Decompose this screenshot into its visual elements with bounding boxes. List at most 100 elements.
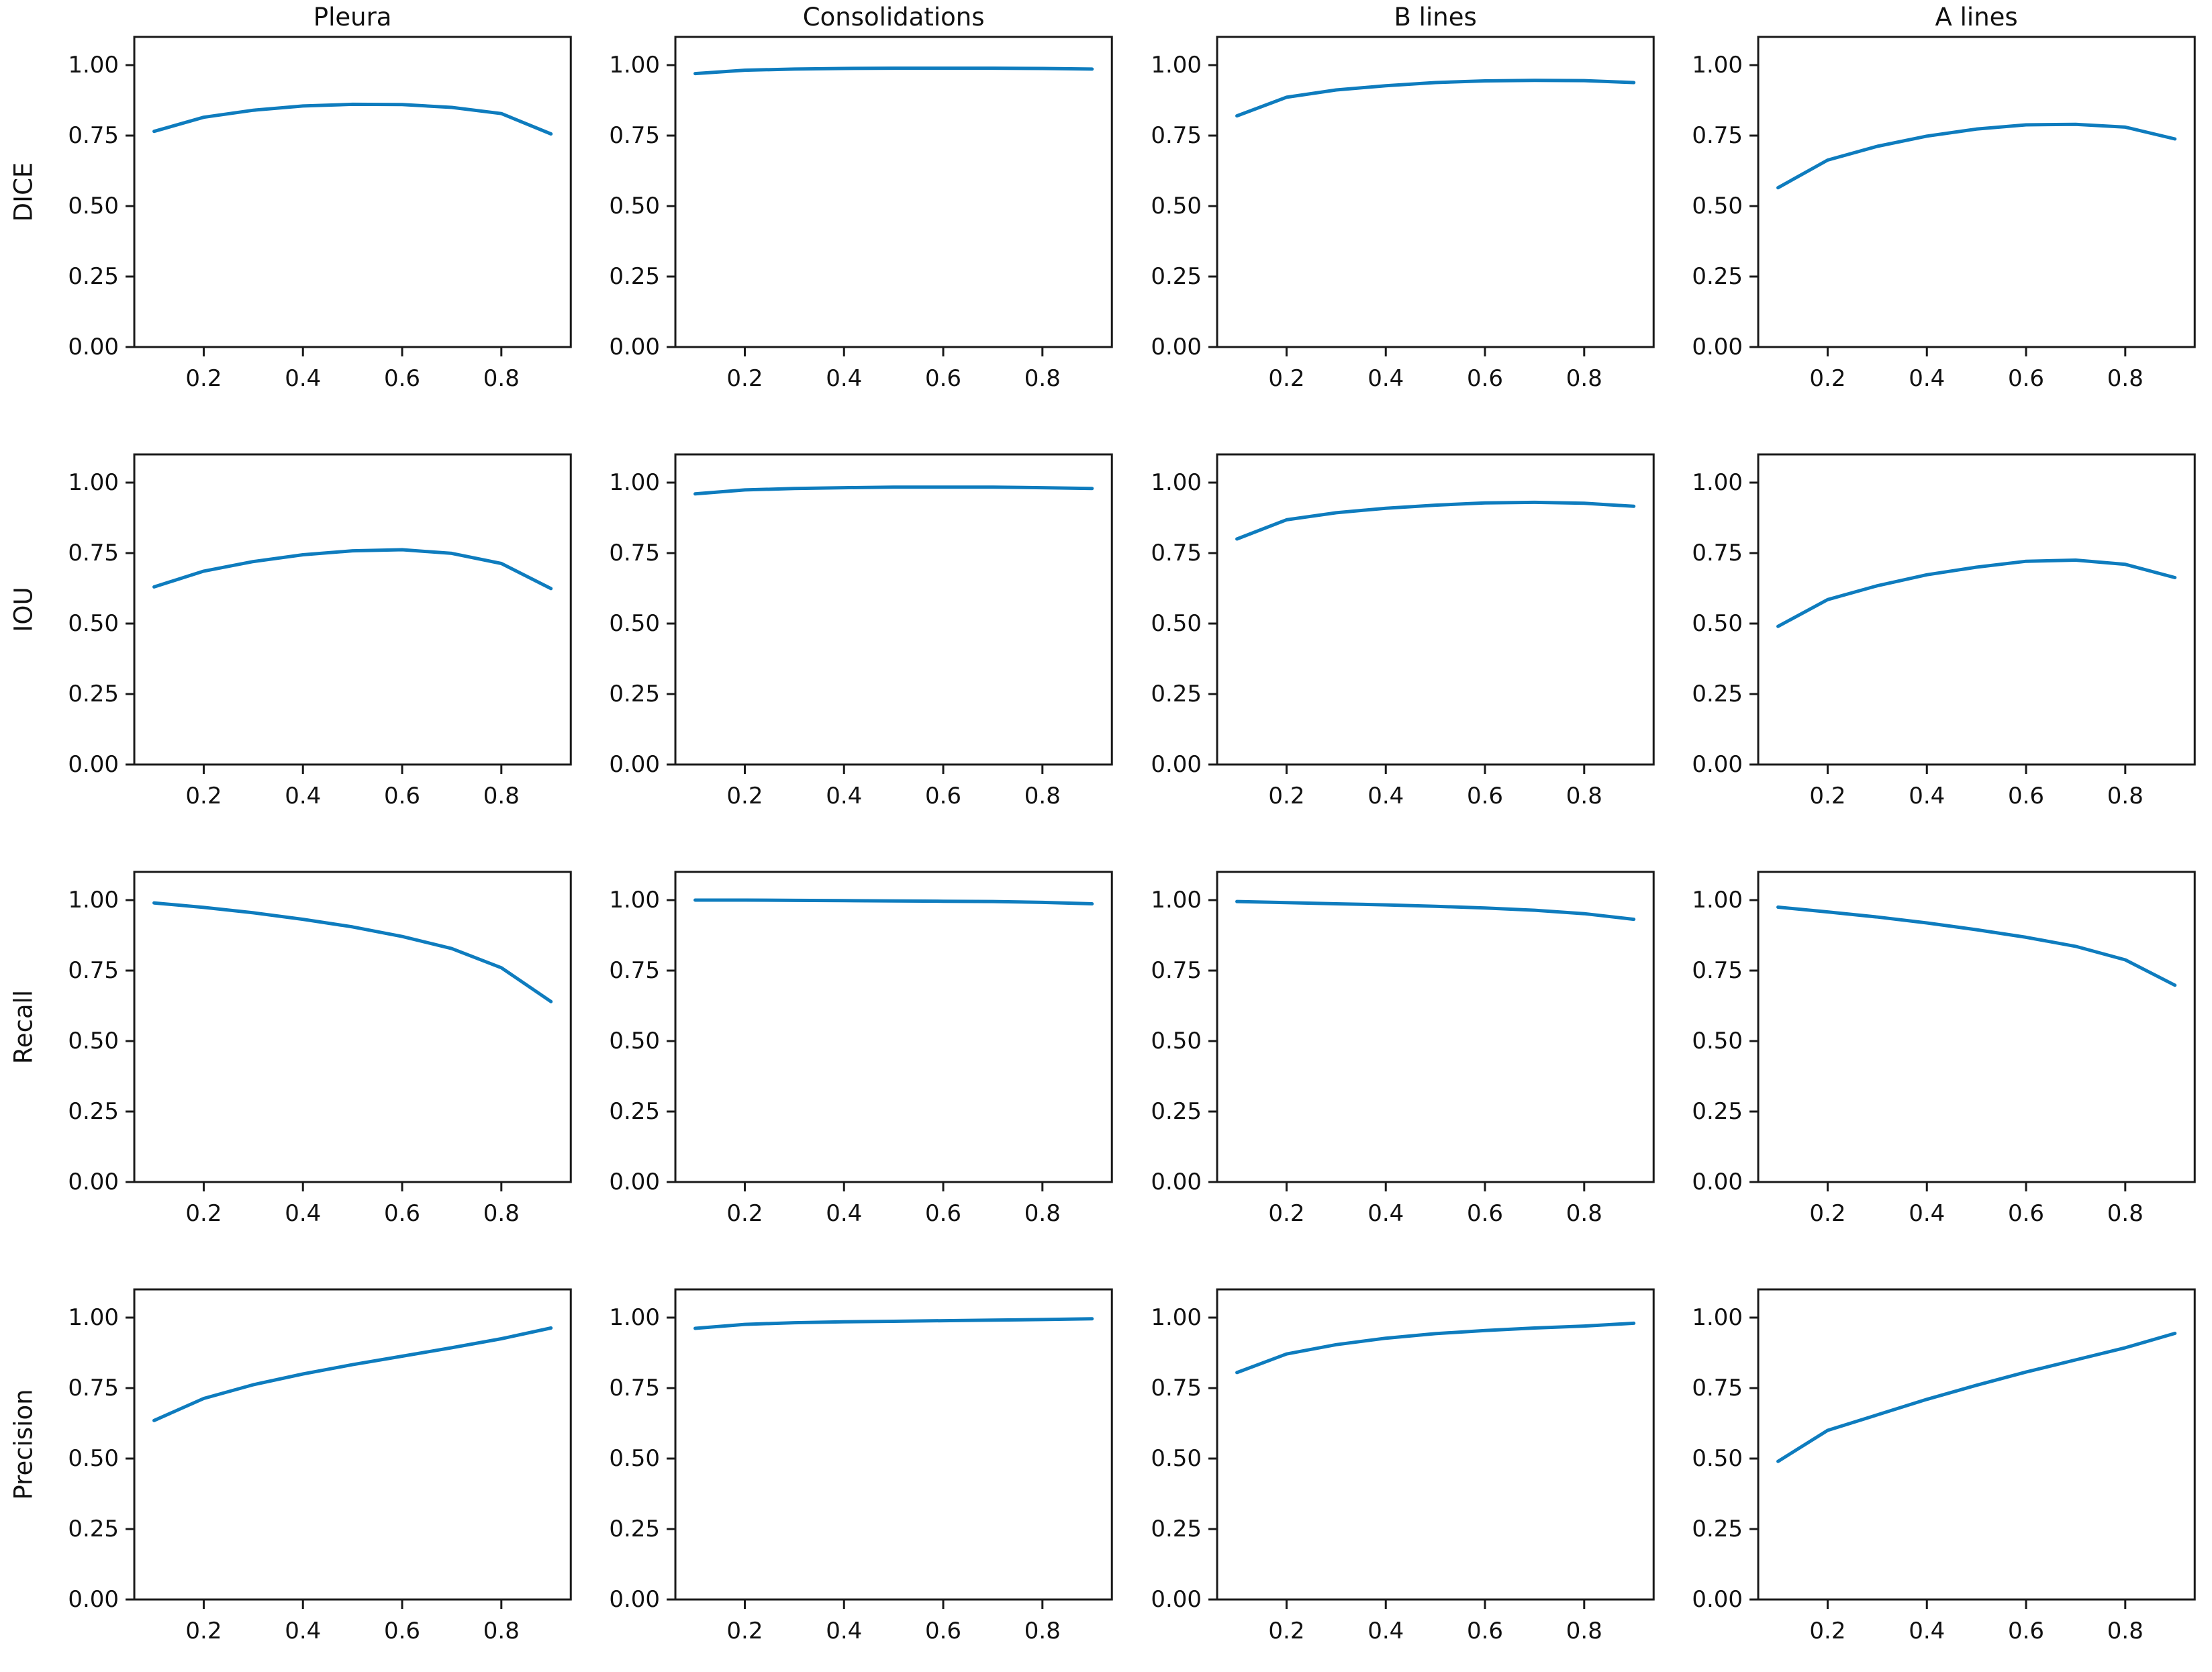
subplot-svg: Consolidations 0.00 0.25 0.50 0.75 1.00 0.2 0.4…: [610, 3, 1113, 392]
y-tick-label: 0.00: [68, 1169, 119, 1195]
y-tick-label: 0.25: [1151, 263, 1202, 290]
x-tick-label: 0.8: [1024, 1618, 1061, 1644]
x-tick-label: 0.6: [2008, 1200, 2044, 1227]
y-tick-label: 0.25: [1151, 681, 1202, 707]
x-tick-label: 0.2: [185, 783, 222, 809]
x-tick-label: 0.8: [1024, 365, 1061, 392]
y-tick-label: 0.25: [610, 1516, 661, 1542]
y-tick-label: 0.00: [1151, 751, 1202, 778]
x-tick-label: 0.8: [1024, 1200, 1061, 1227]
subplot-precision-b-lines: 0.00 0.25 0.50 0.75 1.00 0.2 0.4 0.6 0.8: [1130, 1252, 1671, 1670]
x-tick-label: 0.2: [1268, 1618, 1304, 1644]
subplot-dice-pleura: Pleura 0.00 0.25 0.50 0.75 1.00 0.2 0.4 0.6 0.8: [47, 0, 588, 417]
axes-box: [1216, 1288, 1655, 1601]
line-dice-pleura: [152, 102, 553, 136]
row-label-precision: Precision: [9, 1389, 38, 1500]
y-tick-label: 0.00: [610, 1169, 661, 1195]
figure-row-recall: Recall 0.00 0.25 0.50 0.75 1.00 0.2 0.4 0.6 0.8 0.…: [0, 835, 2212, 1252]
x-tick-label: 0.2: [185, 1200, 222, 1227]
y-tick-label: 1.00: [610, 52, 661, 79]
y-tick-label: 0.00: [1692, 334, 1743, 360]
subplot-iou-b-lines: 0.00 0.25 0.50 0.75 1.00 0.2 0.4 0.6 0.8: [1130, 417, 1671, 835]
y-tick-label: 0.75: [610, 957, 661, 984]
y-tick-label: 0.75: [68, 957, 119, 984]
axes-box: [674, 1288, 1113, 1601]
y-tick-label: 0.25: [1151, 1516, 1202, 1542]
subplot-svg: 0.00 0.25 0.50 0.75 1.00 0.2 0.4 0.6 0.8: [610, 1288, 1113, 1644]
y-tick-label: 1.00: [1151, 469, 1202, 496]
y-tick-label: 0.75: [68, 1375, 119, 1401]
axes-box: [674, 36, 1113, 348]
subplot-svg: 0.00 0.25 0.50 0.75 1.00 0.2 0.4 0.6 0.8: [1151, 1288, 1655, 1644]
subplot-svg: 0.00 0.25 0.50 0.75 1.00 0.2 0.4 0.6 0.8: [1692, 1288, 2196, 1644]
y-tick-label: 0.00: [1151, 1169, 1202, 1195]
y-tick-label: 0.75: [610, 540, 661, 567]
subplot-recall-pleura: 0.00 0.25 0.50 0.75 1.00 0.2 0.4 0.6 0.8: [47, 835, 588, 1252]
subplot-svg: 0.00 0.25 0.50 0.75 1.00 0.2 0.4 0.6 0.8: [1151, 871, 1655, 1227]
y-tick-label: 0.50: [68, 610, 119, 637]
y-tick-label: 1.00: [1692, 52, 1743, 79]
x-tick-label: 0.8: [483, 1618, 520, 1644]
x-tick-label: 0.8: [1566, 365, 1602, 392]
axes-box: [133, 871, 572, 1183]
x-tick-label: 0.4: [1367, 365, 1404, 392]
axes-box: [133, 36, 572, 348]
x-tick-label: 0.2: [727, 783, 763, 809]
line-iou-pleura: [152, 548, 553, 591]
x-tick-label: 0.2: [1268, 1200, 1304, 1227]
row-gutter: DICE: [0, 0, 47, 417]
row-label-dice: DICE: [9, 162, 38, 222]
axes-box: [674, 453, 1113, 766]
line-recall-pleura: [152, 901, 553, 1003]
x-tick-label: 0.8: [483, 783, 520, 809]
x-tick-label: 0.6: [384, 1200, 420, 1227]
x-tick-label: 0.6: [1466, 1618, 1502, 1644]
y-tick-label: 0.00: [1692, 1169, 1743, 1195]
line-recall-consolidations: [693, 898, 1094, 905]
x-tick-label: 0.4: [826, 365, 862, 392]
y-tick-label: 0.75: [1151, 122, 1202, 149]
x-tick-label: 0.4: [1909, 365, 1945, 392]
axes-box: [1757, 36, 2196, 348]
axes-box: [1757, 1288, 2196, 1601]
line-iou-consolidations: [693, 485, 1094, 496]
y-tick-label: 0.25: [68, 681, 119, 707]
x-tick-label: 0.6: [1466, 365, 1502, 392]
y-tick-label: 0.00: [68, 334, 119, 360]
subplot-svg: 0.00 0.25 0.50 0.75 1.00 0.2 0.4 0.6 0.8: [68, 1288, 572, 1644]
y-tick-label: 1.00: [68, 1304, 119, 1331]
x-tick-label: 0.6: [384, 365, 420, 392]
x-tick-label: 0.6: [384, 783, 420, 809]
x-tick-label: 0.8: [2107, 365, 2144, 392]
axes-box: [1216, 36, 1655, 348]
figure-row-dice: DICE Pleura 0.00 0.25 0.50 0.75 1.00 0.2 0.4 0.6 0…: [0, 0, 2212, 417]
y-tick-label: 0.50: [1692, 610, 1743, 637]
y-tick-label: 0.00: [1151, 334, 1202, 360]
y-tick-label: 0.50: [68, 193, 119, 219]
y-tick-label: 0.50: [610, 193, 661, 219]
y-tick-label: 0.75: [1151, 1375, 1202, 1401]
y-tick-label: 0.00: [1692, 751, 1743, 778]
x-tick-label: 0.8: [1566, 1618, 1602, 1644]
x-tick-label: 0.4: [1909, 1200, 1945, 1227]
x-tick-label: 0.4: [826, 1200, 862, 1227]
y-tick-label: 0.50: [1692, 1445, 1743, 1472]
row-label-iou: IOU: [9, 587, 38, 632]
y-tick-label: 0.25: [610, 1098, 661, 1125]
y-tick-label: 0.25: [1692, 681, 1743, 707]
subplot-svg: 0.00 0.25 0.50 0.75 1.00 0.2 0.4 0.6 0.8: [610, 453, 1113, 809]
y-tick-label: 0.00: [610, 1586, 661, 1613]
row-gutter: Recall: [0, 835, 47, 1252]
y-tick-label: 0.25: [68, 1516, 119, 1542]
y-tick-label: 0.25: [68, 1098, 119, 1125]
x-tick-label: 0.8: [483, 365, 520, 392]
x-tick-label: 0.8: [1024, 783, 1061, 809]
y-tick-label: 0.25: [610, 263, 661, 290]
figure-row-iou: IOU 0.00 0.25 0.50 0.75 1.00 0.2 0.4 0.6 0.8 0.00 0…: [0, 417, 2212, 835]
axes-box: [133, 453, 572, 766]
x-tick-label: 0.8: [1566, 1200, 1602, 1227]
x-tick-label: 0.6: [2008, 783, 2044, 809]
subplot-svg: 0.00 0.25 0.50 0.75 1.00 0.2 0.4 0.6 0.8: [68, 871, 572, 1227]
subplot-svg: 0.00 0.25 0.50 0.75 1.00 0.2 0.4 0.6 0.8: [68, 453, 572, 809]
